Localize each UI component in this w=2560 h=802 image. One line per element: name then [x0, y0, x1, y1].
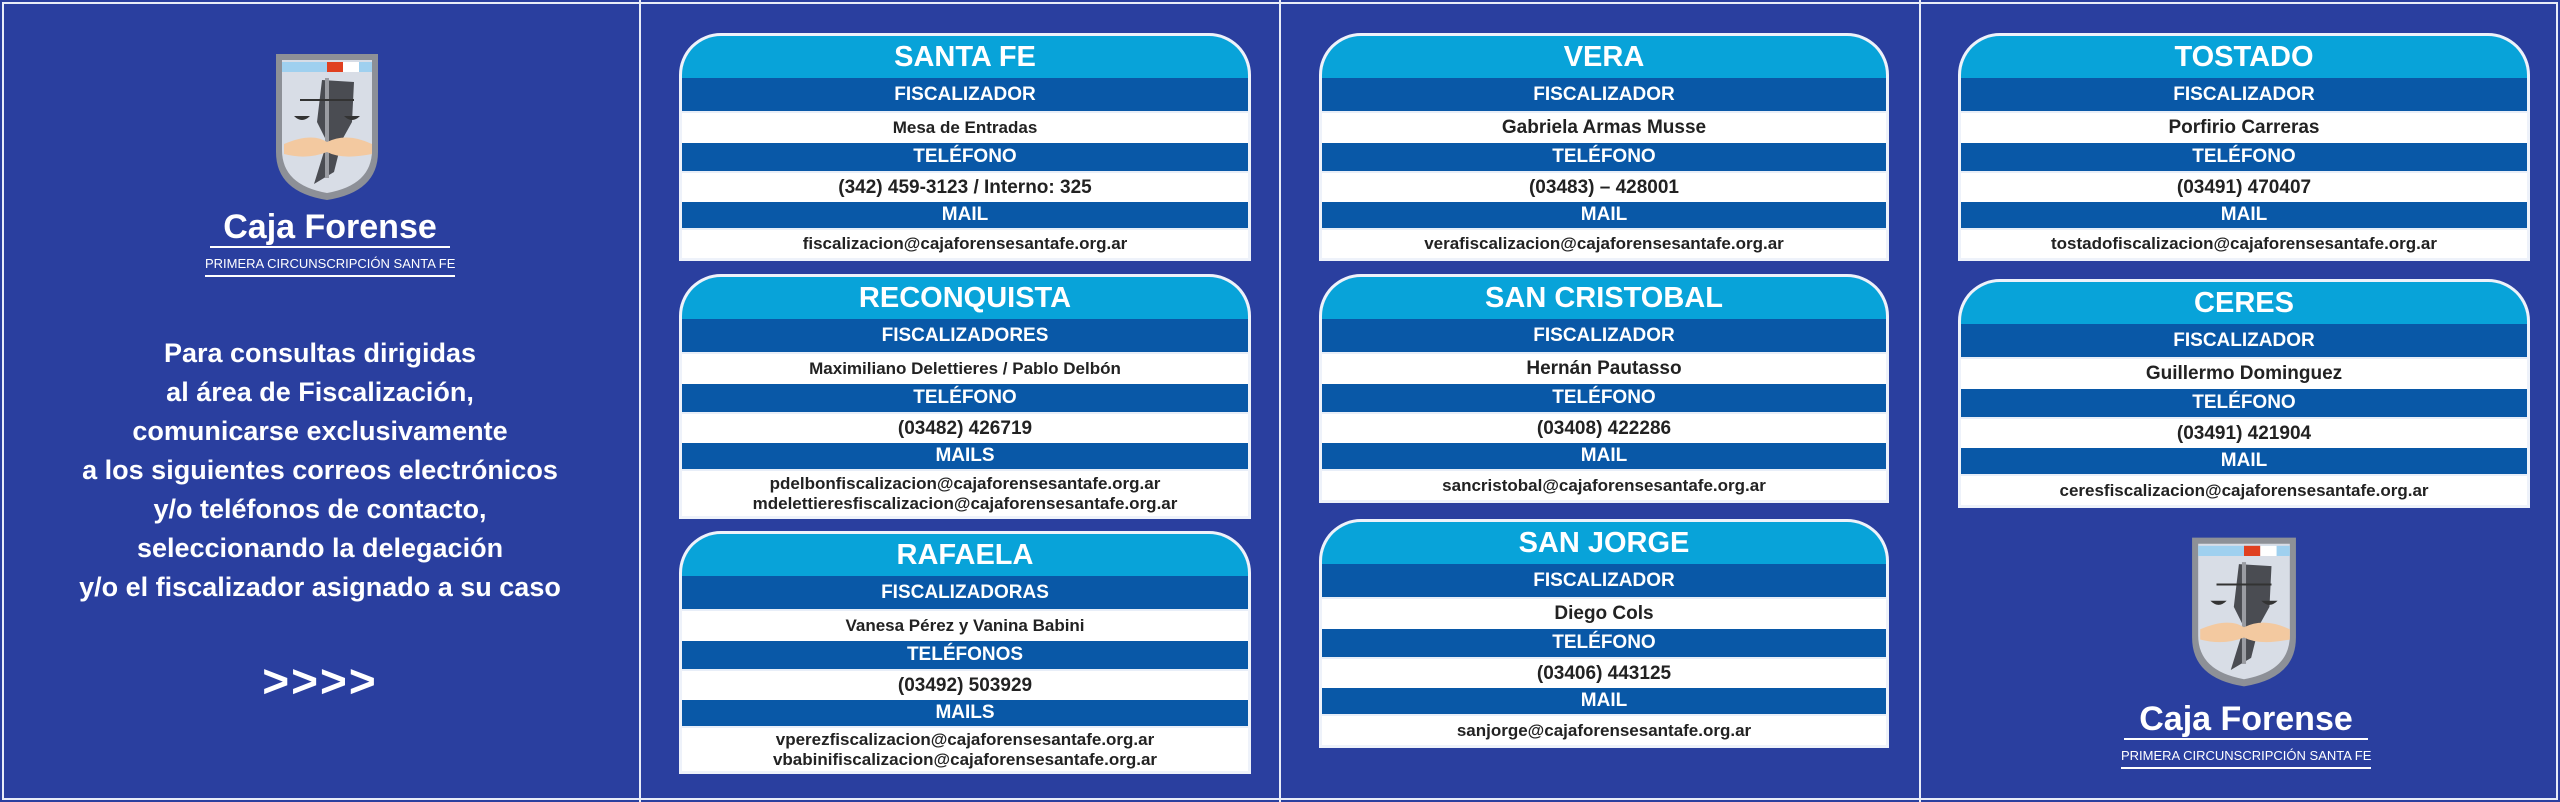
fiscalizador-name: Mesa de Entradas — [682, 111, 1248, 143]
mail-address[interactable]: ceresfiscalizacion@cajaforensesantafe.or… — [2059, 480, 2429, 500]
delegation-card-reconquista: RECONQUISTA FISCALIZADORES Maximiliano Del… — [679, 274, 1251, 519]
telefono-label: TELÉFONOS — [682, 641, 1248, 669]
delegation-card-ceres: CERES FISCALIZADOR Guillermo Dominguez TELÉ… — [1958, 279, 2530, 508]
delegation-title: RECONQUISTA — [682, 277, 1248, 319]
intro-text: Para consultas dirigidas al área de Fisc… — [20, 334, 620, 607]
mail-address[interactable]: vperezfiscalizacion@cajaforensesantafe.o… — [775, 729, 1155, 749]
mail-label: MAIL — [1322, 688, 1886, 714]
delegation-card-santa-fe: SANTA FE FISCALIZADOR Mesa de Entradas TELÉ… — [679, 33, 1251, 261]
fiscalizador-name: Guillermo Dominguez — [1961, 357, 2527, 389]
fiscalizador-name: Vanesa Pérez y Vanina Babini — [682, 609, 1248, 641]
mail-list: vperezfiscalizacion@cajaforensesantafe.o… — [682, 726, 1248, 771]
telefono-label: TELÉFONO — [682, 384, 1248, 412]
mail-address[interactable]: verafiscalizacion@cajaforensesantafe.org… — [1424, 234, 1784, 253]
caja-forense-logo — [276, 54, 378, 200]
mail-label: MAIL — [1322, 202, 1886, 228]
intro-line: Para consultas dirigidas — [163, 338, 477, 368]
column-divider — [1279, 0, 1281, 802]
delegation-card-san-cristobal: SAN CRISTOBAL FISCALIZADOR Hernán Pautasso… — [1319, 274, 1889, 503]
fiscalizador-name: Maximiliano Delettieres / Pablo Delbón — [682, 352, 1248, 384]
telefono-label: TELÉFONO — [682, 143, 1248, 171]
mail-list: pdelbonfiscalizacion@cajaforensesantafe.… — [682, 469, 1248, 516]
mail-list: tostadofiscalizacion@cajaforensesantafe.… — [1961, 228, 2527, 258]
telefono-value: (03491) 421904 — [1961, 417, 2527, 448]
telefono-label: TELÉFONO — [1322, 384, 1886, 412]
fiscalizador-label: FISCALIZADOR — [682, 78, 1248, 111]
mail-address[interactable]: vbabinifiscalizacion@cajaforensesantafe.… — [772, 749, 1158, 769]
telefono-value: (03492) 503929 — [682, 669, 1248, 700]
column-divider — [639, 0, 641, 802]
fiscalizador-name: Porfirio Carreras — [1961, 111, 2527, 143]
caja-forense-logo — [2192, 537, 2296, 687]
delegation-title: SANTA FE — [682, 36, 1248, 78]
fiscalizador-label: FISCALIZADOR — [1322, 319, 1886, 352]
delegation-title: VERA — [1322, 36, 1886, 78]
intro-line: al área de Fiscalización, — [166, 377, 474, 407]
fiscalizador-name: Diego Cols — [1322, 597, 1886, 629]
mail-address[interactable]: mdelettieresfiscalizacion@cajaforensesan… — [752, 493, 1178, 513]
fiscalizador-label: FISCALIZADOR — [1322, 564, 1886, 597]
column-divider — [1919, 0, 1921, 802]
mail-address[interactable]: pdelbonfiscalizacion@cajaforensesantafe.… — [769, 473, 1161, 493]
delegation-card-tostado: TOSTADO FISCALIZADOR Porfirio Carreras TELÉ… — [1958, 33, 2530, 261]
mail-list: sancristobal@cajaforensesantafe.org.ar — [1322, 469, 1886, 500]
delegation-title: RAFAELA — [682, 534, 1248, 576]
mail-address[interactable]: tostadofiscalizacion@cajaforensesantafe.… — [2051, 234, 2437, 253]
arrows-indicator: >>>> — [262, 655, 378, 707]
intro-line: y/o el fiscalizador asignado a su caso — [79, 572, 561, 602]
brand-subtitle: PRIMERA CIRCUNSCRIPCIÓN SANTA FE — [205, 256, 455, 277]
intro-line: y/o teléfonos de contacto, — [153, 494, 487, 524]
delegation-title: TOSTADO — [1961, 36, 2527, 78]
delegation-card-vera: VERA FISCALIZADOR Gabriela Armas Musse TELÉ… — [1319, 33, 1889, 261]
telefono-value: (03482) 426719 — [682, 412, 1248, 443]
mail-label: MAIL — [1961, 448, 2527, 474]
telefono-value: (03406) 443125 — [1322, 657, 1886, 688]
telefono-value: (03483) – 428001 — [1322, 171, 1886, 202]
delegation-card-rafaela: RAFAELA FISCALIZADORAS Vanesa Pérez y Vani… — [679, 531, 1251, 774]
fiscalizador-label: FISCALIZADORAS — [682, 576, 1248, 609]
fiscalizador-name: Hernán Pautasso — [1322, 352, 1886, 384]
mail-label: MAILS — [682, 700, 1248, 726]
brand-name: Caja Forense — [2124, 700, 2368, 740]
fiscalizador-label: FISCALIZADOR — [1961, 78, 2527, 111]
telefono-label: TELÉFONO — [1322, 629, 1886, 657]
mail-address[interactable]: sancristobal@cajaforensesantafe.org.ar — [1442, 475, 1766, 495]
telefono-value: (03408) 422286 — [1322, 412, 1886, 443]
mail-list: sanjorge@cajaforensesantafe.org.ar — [1322, 714, 1886, 745]
mail-label: MAIL — [1961, 202, 2527, 228]
intro-line: comunicarse exclusivamente — [132, 416, 508, 446]
intro-line: a los siguientes correos electrónicos — [82, 455, 558, 485]
mail-label: MAILS — [682, 443, 1248, 469]
mail-list: verafiscalizacion@cajaforensesantafe.org… — [1322, 228, 1886, 258]
fiscalizador-name: Gabriela Armas Musse — [1322, 111, 1886, 143]
fiscalizador-label: FISCALIZADORES — [682, 319, 1248, 352]
telefono-label: TELÉFONO — [1322, 143, 1886, 171]
mail-address[interactable]: sanjorge@cajaforensesantafe.org.ar — [1456, 720, 1752, 740]
telefono-label: TELÉFONO — [1961, 143, 2527, 171]
delegation-title: SAN JORGE — [1322, 522, 1886, 564]
intro-line: seleccionando la delegación — [136, 533, 504, 563]
mail-address[interactable]: fiscalizacion@cajaforensesantafe.org.ar — [802, 234, 1128, 253]
mail-label: MAIL — [682, 202, 1248, 228]
delegation-title: SAN CRISTOBAL — [1322, 277, 1886, 319]
fiscalizador-label: FISCALIZADOR — [1961, 324, 2527, 357]
mail-label: MAIL — [1322, 443, 1886, 469]
delegation-title: CERES — [1961, 282, 2527, 324]
mail-list: fiscalizacion@cajaforensesantafe.org.ar — [682, 228, 1248, 258]
mail-list: ceresfiscalizacion@cajaforensesantafe.or… — [1961, 474, 2527, 505]
brand-subtitle: PRIMERA CIRCUNSCRIPCIÓN SANTA FE — [2121, 748, 2371, 769]
telefono-label: TELÉFONO — [1961, 389, 2527, 417]
telefono-value: (342) 459-3123 / Interno: 325 — [682, 171, 1248, 202]
fiscalizador-label: FISCALIZADOR — [1322, 78, 1886, 111]
delegation-card-san-jorge: SAN JORGE FISCALIZADOR Diego Cols TELÉFONO(… — [1319, 519, 1889, 748]
telefono-value: (03491) 470407 — [1961, 171, 2527, 202]
brand-name: Caja Forense — [210, 208, 450, 248]
